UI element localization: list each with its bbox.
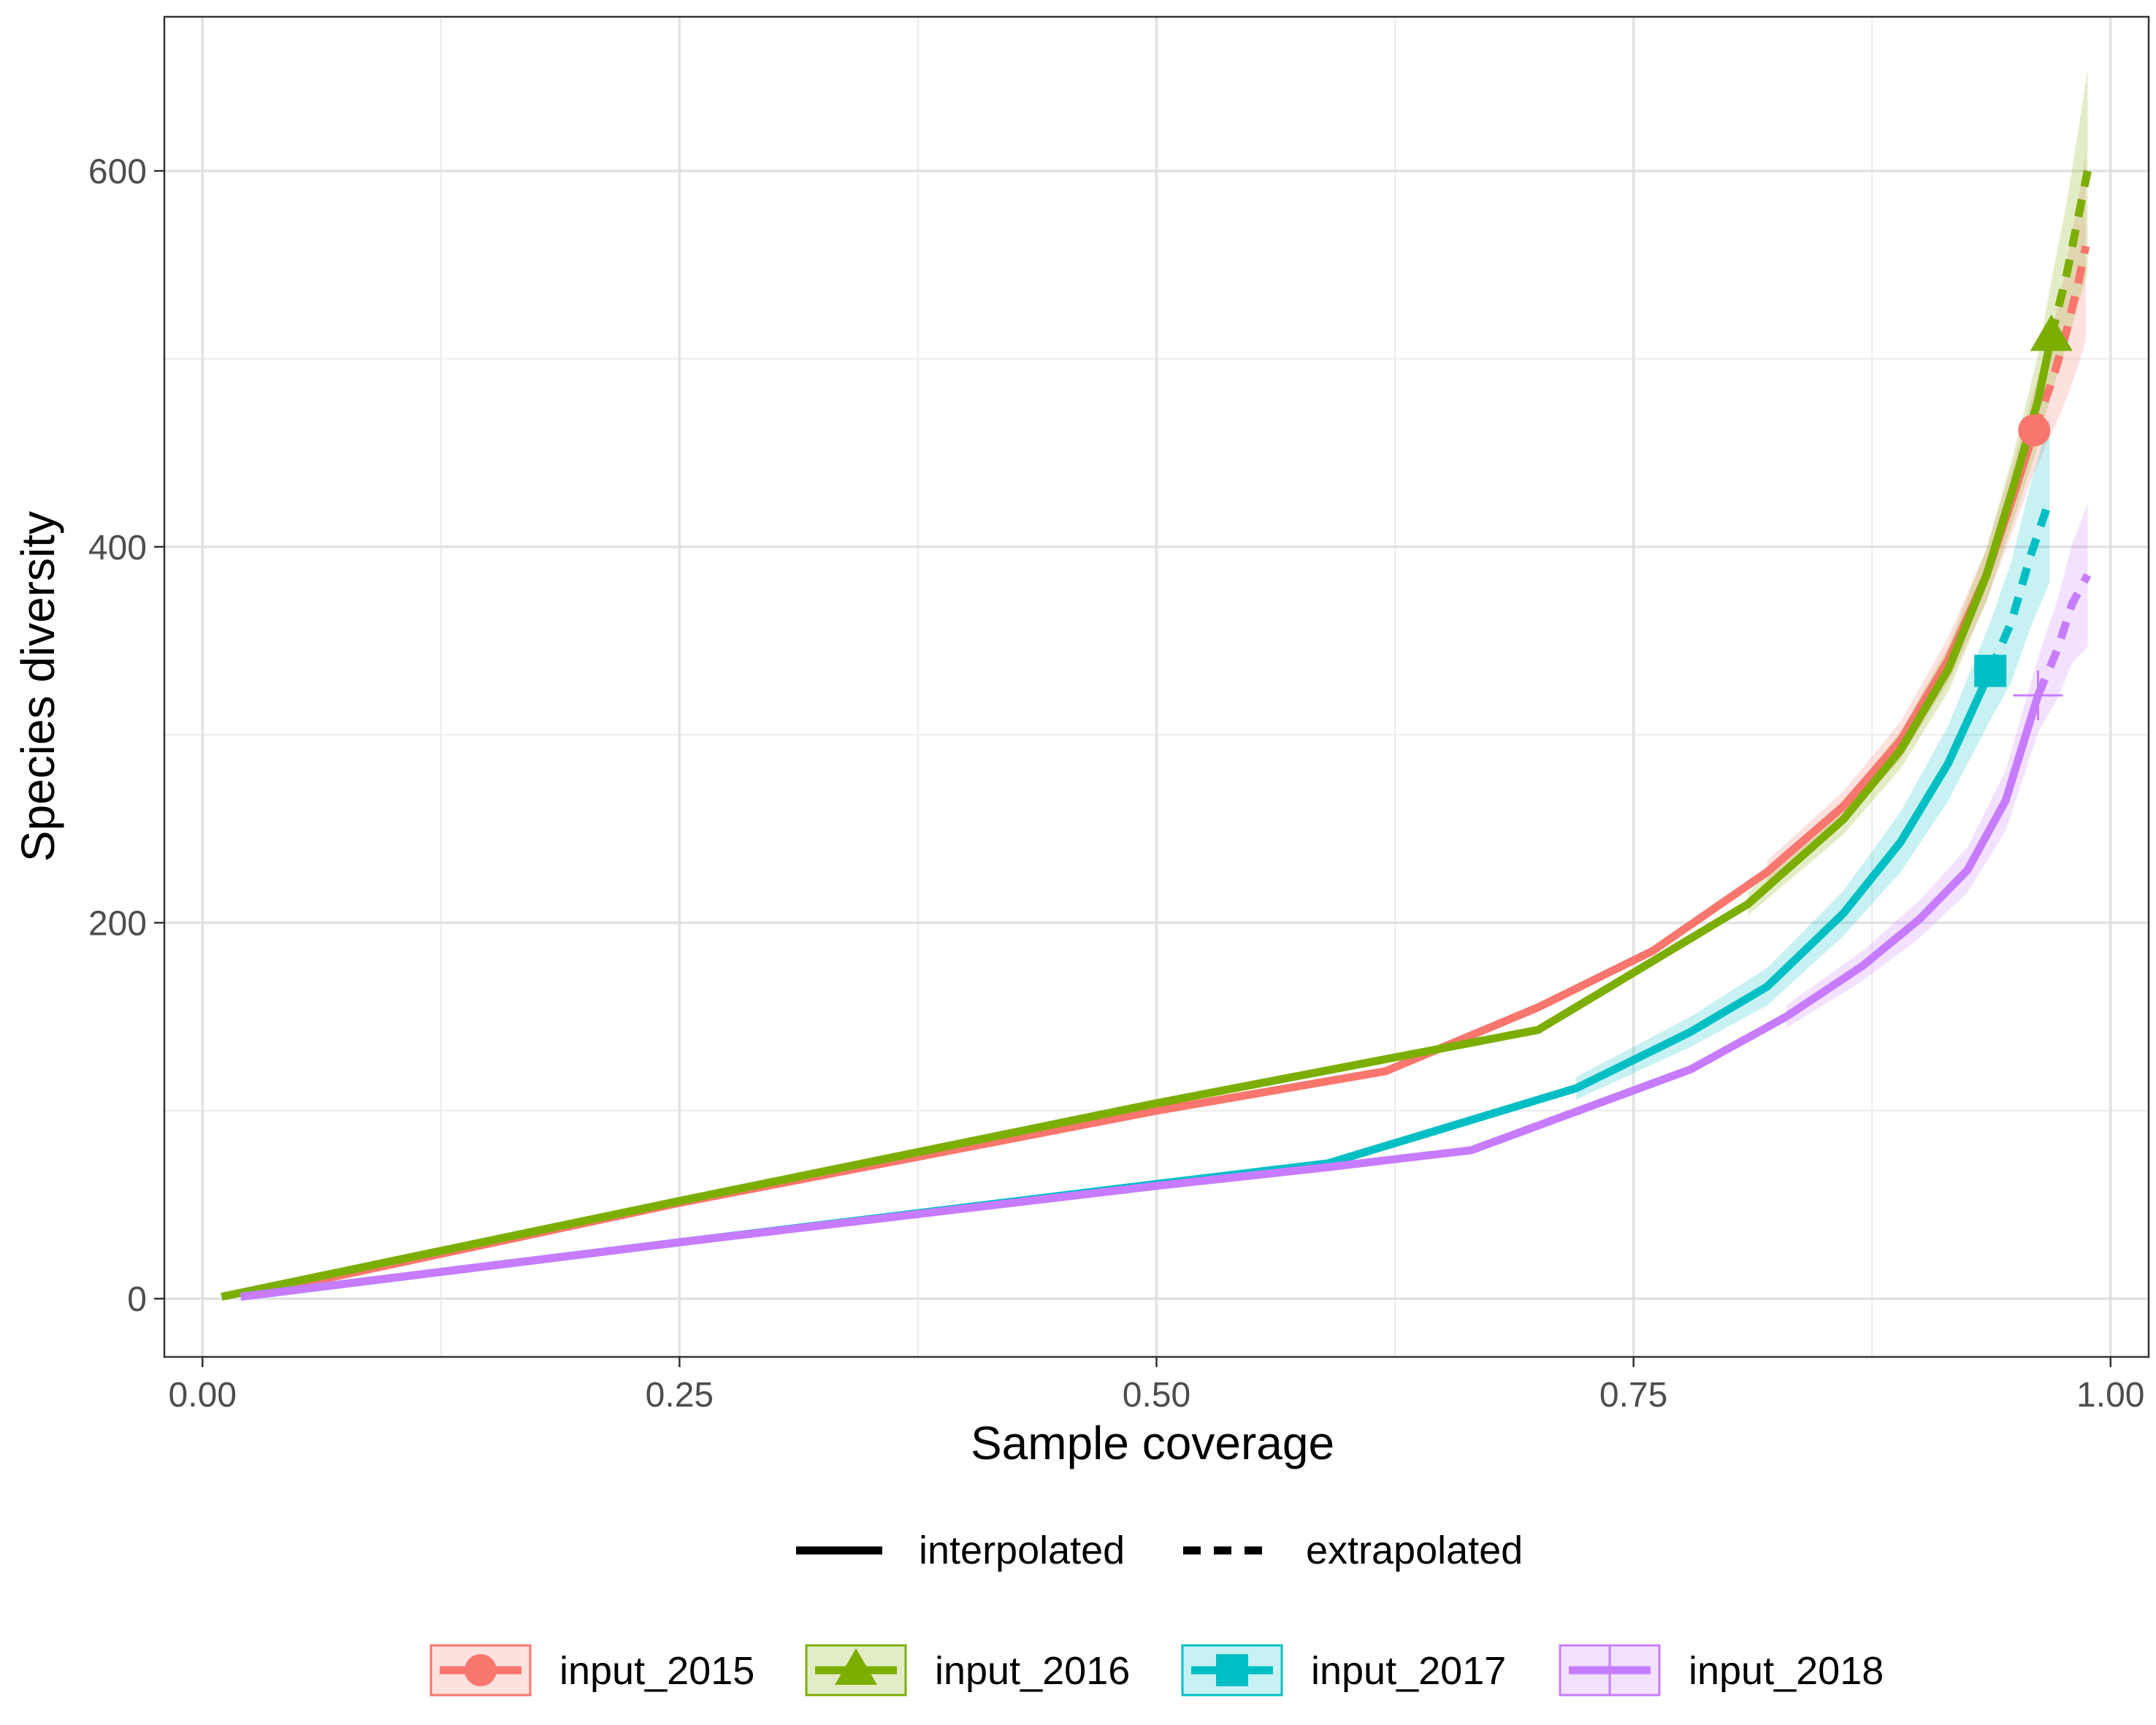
legend-key-marker	[1585, 1645, 1635, 1695]
legend-label-extrapolated: extrapolated	[1306, 1529, 1523, 1572]
line-interpolated-input_2018	[240, 694, 2042, 1301]
y-tick-label: 200	[88, 904, 147, 943]
line-extrapolated-input_2015	[2030, 245, 2090, 432]
x-tick-label: 0.00	[169, 1376, 237, 1415]
line-interpolated-input_2015	[240, 429, 2038, 1301]
x-tick-label: 0.25	[646, 1376, 714, 1415]
major-grid	[164, 17, 2149, 1357]
observed-point-input_2016	[2030, 314, 2073, 351]
line-extrapolated-input_2018	[2034, 573, 2092, 697]
x-tick-label: 0.50	[1123, 1376, 1190, 1415]
observed-markers	[1974, 314, 2073, 721]
x-tick-label: 1.00	[2076, 1376, 2144, 1415]
x-tick-label: 0.75	[1599, 1376, 1667, 1415]
series-legend: input_2015 input_2016 input_2017 input_2018	[429, 1644, 1884, 1697]
legend-label: input_2018	[1689, 1649, 1884, 1693]
observed-point-input_2018	[2013, 670, 2063, 721]
y-tick-label: 0	[127, 1280, 147, 1319]
y-axis-label: Species diversity	[12, 511, 64, 862]
confidence-bands	[1576, 69, 2088, 1100]
linetype-legend: interpolated extrapolated	[796, 1529, 1523, 1572]
legend-item-input_2015: input_2015	[429, 1644, 754, 1697]
line-interpolated-input_2016	[221, 335, 2056, 1301]
confidence-band-input_2016	[1748, 69, 2088, 916]
observed-point-input_2017	[1974, 654, 2007, 687]
y-tick-label: 400	[88, 529, 147, 567]
line-interpolated-input_2017	[240, 669, 1995, 1301]
legend-key-marker	[465, 1654, 497, 1686]
legend-item-input_2018: input_2018	[1559, 1644, 1884, 1697]
legend-item-input_2016: input_2016	[805, 1644, 1130, 1697]
legend-key-marker	[1216, 1654, 1248, 1686]
y-axis: 0 200 400 600	[88, 153, 164, 1319]
observed-point-input_2015	[2018, 414, 2051, 447]
legend-label: input_2017	[1311, 1649, 1506, 1693]
series-lines	[221, 169, 2092, 1301]
x-axis: 0.00 0.25 0.50 0.75 1.00	[169, 1357, 2144, 1415]
legend-label-interpolated: interpolated	[919, 1529, 1125, 1572]
legend-item-input_2017: input_2017	[1181, 1644, 1506, 1697]
y-tick-label: 600	[88, 153, 147, 191]
x-axis-label: Sample coverage	[971, 1417, 1334, 1469]
line-extrapolated-input_2016	[2047, 169, 2092, 337]
legend-label: input_2015	[559, 1649, 754, 1693]
legend-key-marker	[835, 1648, 877, 1685]
legend-label: input_2016	[935, 1649, 1130, 1693]
